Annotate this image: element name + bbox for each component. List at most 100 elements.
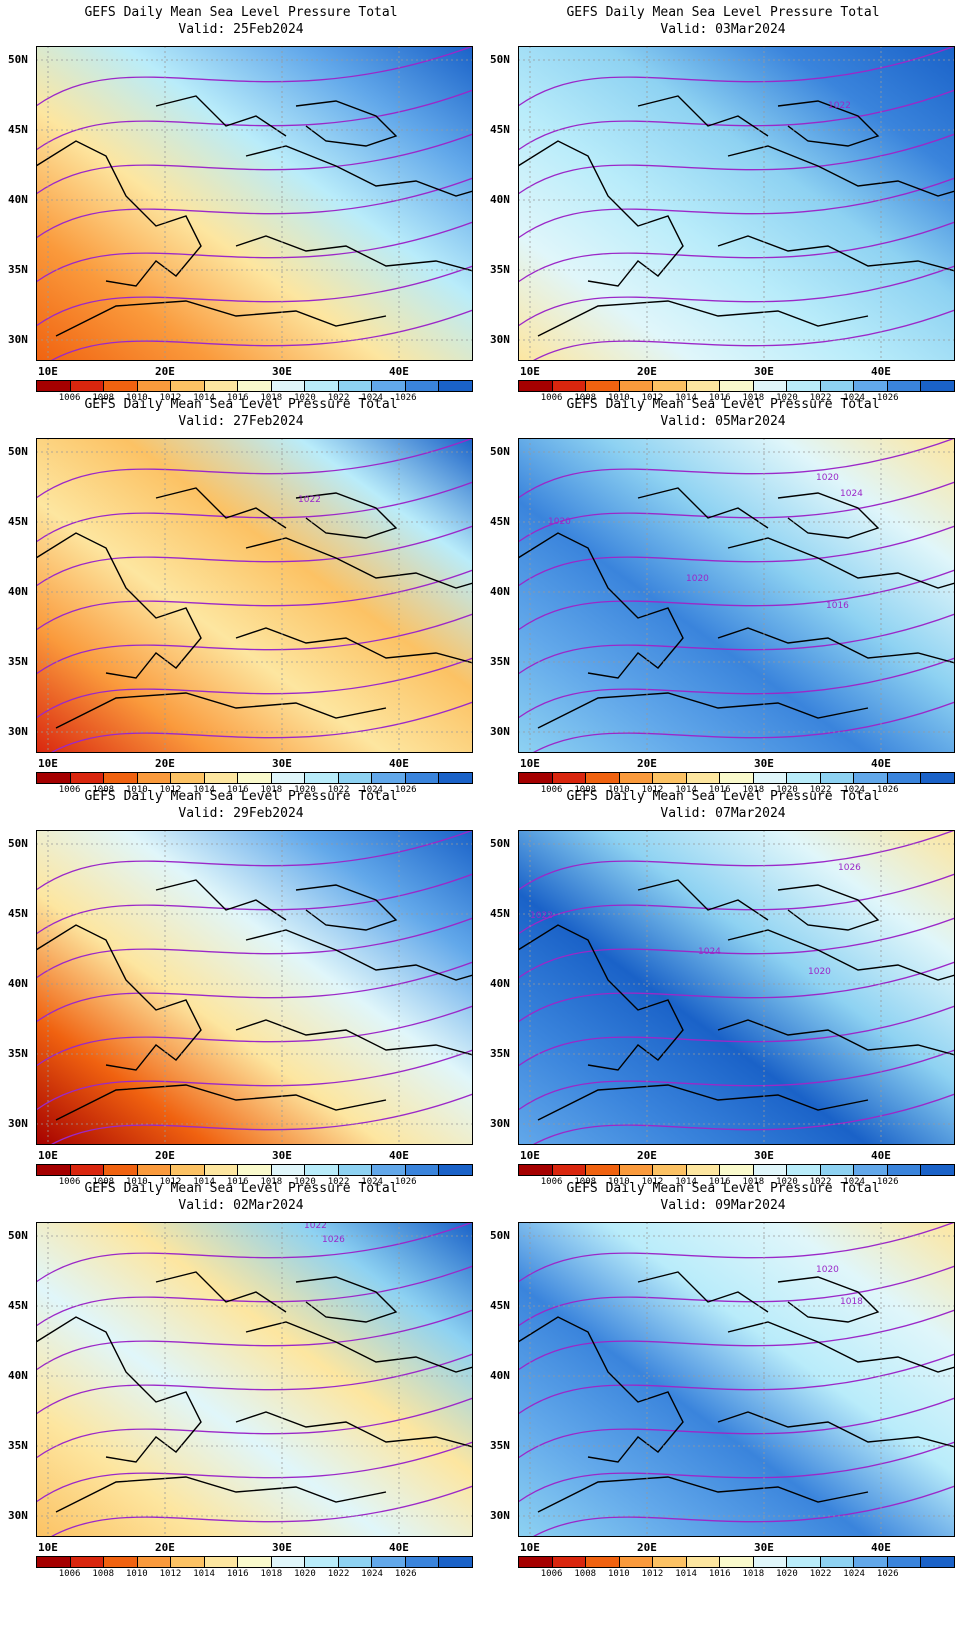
- pressure-field: [518, 46, 955, 361]
- map-panel: GEFS Daily Mean Sea Level Pressure Total…: [482, 392, 964, 802]
- colorbar-tick-label: 1018: [260, 785, 283, 795]
- coastline: [55, 300, 387, 337]
- colorbar-swatch: [854, 1165, 888, 1175]
- coastline: [36, 532, 202, 679]
- y-tick-label: 40N: [490, 585, 510, 598]
- isobar-line: [518, 873, 955, 935]
- isobar-line: [36, 1309, 473, 1371]
- x-tick-label: 10E: [520, 757, 540, 770]
- colorbar-swatch: [171, 1165, 205, 1175]
- colorbar-swatch: [787, 1165, 821, 1175]
- colorbar-tick-label: 1020: [294, 1569, 316, 1579]
- colorbar-tick-label: 1014: [675, 1569, 697, 1579]
- isobar-label: 1020: [808, 967, 831, 977]
- colorbar-tick-label: 1006: [58, 785, 81, 795]
- pressure-map: 1022 1026: [36, 1222, 473, 1537]
- colorbar-tick-label: 1012: [159, 1569, 182, 1579]
- colorbar-swatch: [619, 773, 654, 783]
- x-tick-label: 10E: [520, 1541, 540, 1554]
- colorbar-tick-label: 1026: [876, 1569, 899, 1579]
- coastline: [637, 95, 769, 137]
- y-tick-label: 30N: [8, 725, 28, 738]
- coastline: [537, 1476, 869, 1513]
- colorbar-tick-label: 1006: [540, 1177, 563, 1187]
- colorbar-swatch: [686, 1165, 721, 1175]
- coastline: [777, 884, 880, 931]
- colorbar-swatch: [171, 1557, 205, 1567]
- colorbar-tick-label: 1024: [843, 1569, 865, 1579]
- colorbar-swatch: [305, 381, 339, 391]
- isobar-line: [36, 1397, 473, 1459]
- coastline: [155, 95, 287, 137]
- x-tick-label: 40E: [389, 365, 409, 378]
- colorbar-tick-label: 1016: [226, 1177, 249, 1187]
- colorbar-tick-label: 1012: [641, 1177, 664, 1187]
- colorbar-swatch: [820, 1557, 855, 1567]
- y-tick-label: 45N: [8, 515, 28, 528]
- map-frame: [518, 438, 955, 753]
- isobar-label: 1020: [816, 1265, 839, 1275]
- colorbar-swatch: [854, 1557, 888, 1567]
- isobar-line: [518, 177, 955, 239]
- isobar-line: [36, 1353, 473, 1415]
- colorbar-tick-label: 1020: [776, 785, 798, 795]
- colorbar-swatch: [137, 381, 172, 391]
- x-tick-label: 20E: [637, 757, 657, 770]
- colorbar-swatch: [787, 773, 821, 783]
- colorbar: [36, 772, 473, 784]
- isobar-line: [36, 830, 473, 891]
- colorbar-ticks: 1006 1008 1010 1012 1014 1016 1018 1020 1022 1024…: [36, 785, 473, 797]
- colorbar-swatch: [204, 1557, 239, 1567]
- colorbar-tick-label: 1006: [58, 1177, 81, 1187]
- colorbar-tick-label: 1024: [361, 1569, 383, 1579]
- pressure-map: 1020 1018: [518, 1222, 955, 1537]
- colorbar: [36, 1556, 473, 1568]
- colorbar-swatch: [653, 381, 687, 391]
- colorbar-tick-label: 1026: [394, 1177, 417, 1187]
- isobar-line: [36, 525, 473, 587]
- colorbar-swatch: [439, 1165, 472, 1175]
- isobar-label: 1022: [530, 911, 553, 921]
- x-tick-label: 20E: [155, 757, 175, 770]
- colorbar-tick-label: 1006: [540, 393, 563, 403]
- coastline: [727, 929, 955, 981]
- colorbar-swatch: [338, 381, 373, 391]
- coastline: [727, 1321, 955, 1373]
- isobar-line: [518, 1049, 955, 1111]
- isobar-label: 1022: [828, 101, 851, 111]
- colorbar-tick-label: 1010: [608, 1177, 630, 1187]
- colorbar-tick-label: 1018: [260, 393, 283, 403]
- colorbar-swatch: [372, 1557, 406, 1567]
- panel-title: GEFS Daily Mean Sea Level Pressure Total: [84, 5, 398, 20]
- colorbar-swatch: [104, 1165, 138, 1175]
- colorbar-swatch: [405, 381, 440, 391]
- y-tick-label: 40N: [8, 193, 28, 206]
- y-tick-label: 45N: [490, 123, 510, 136]
- colorbar-swatch: [787, 1557, 821, 1567]
- panel-title: GEFS Daily Mean Sea Level Pressure Total: [84, 1181, 398, 1196]
- colorbar-tick-label: 1024: [361, 393, 383, 403]
- x-tick-label: 40E: [871, 1149, 891, 1162]
- colorbar-swatch: [238, 381, 272, 391]
- panel-title: GEFS Daily Mean Sea Level Pressure Total: [566, 789, 880, 804]
- colorbar-ticks: 1006 1008 1010 1012 1014 1016 1018 1020 1022 1024…: [518, 393, 955, 405]
- colorbar-swatch: [519, 773, 553, 783]
- y-tick-label: 30N: [490, 333, 510, 346]
- isobar-line: [36, 1049, 473, 1111]
- x-tick-label: 20E: [155, 1149, 175, 1162]
- colorbar-tick-label: 1012: [159, 785, 182, 795]
- isobar-label: 1016: [826, 601, 849, 611]
- y-tick-label: 35N: [8, 655, 28, 668]
- colorbar-swatch: [820, 381, 855, 391]
- colorbar-swatch: [271, 381, 306, 391]
- colorbar-tick-label: 1008: [574, 1177, 597, 1187]
- colorbar: [518, 772, 955, 784]
- colorbar-tick-label: 1014: [193, 785, 215, 795]
- colorbar: [36, 1164, 473, 1176]
- colorbar-swatch: [37, 381, 71, 391]
- isobar-line: [36, 1005, 473, 1067]
- colorbar-swatch: [552, 773, 587, 783]
- isobar-line: [518, 481, 955, 543]
- colorbar-swatch: [619, 381, 654, 391]
